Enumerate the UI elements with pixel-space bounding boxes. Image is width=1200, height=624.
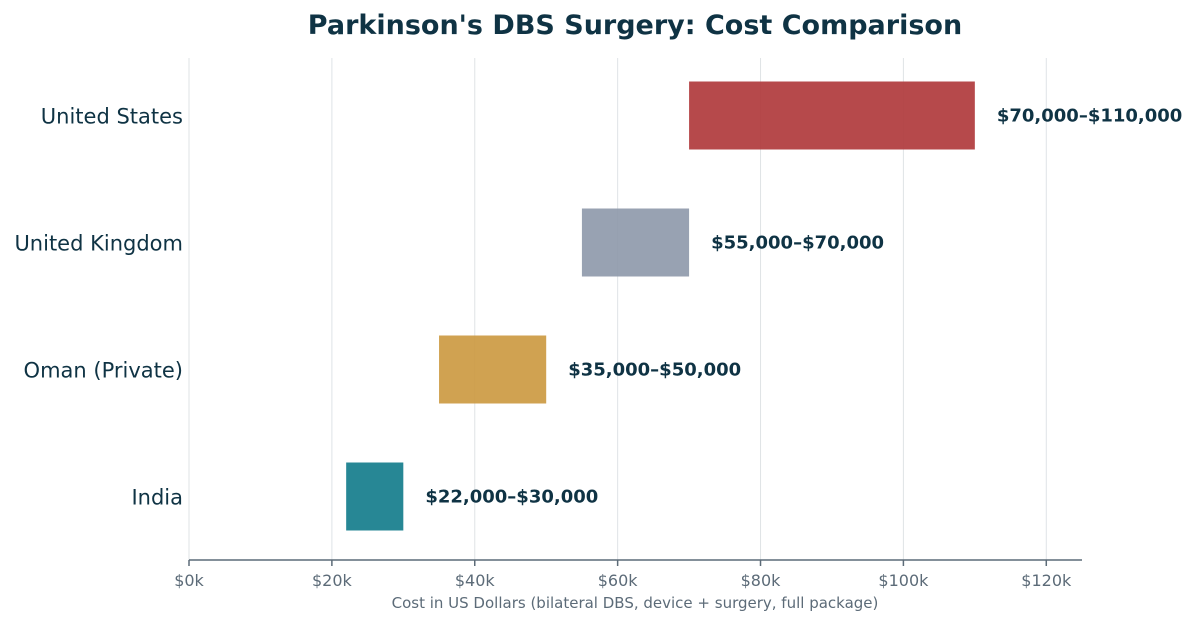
value-labels: $70,000–$110,000 $55,000–$70,000 $35,000–$… [425,106,1182,508]
x-tick-label: $20k [312,571,353,590]
x-axis-title: Cost in US Dollars (bilateral DBS, devic… [392,594,879,612]
x-axis-ticks: $0k $20k $40k $60k $80k $100k $120k [174,560,1072,590]
value-label: $70,000–$110,000 [997,106,1183,127]
category-label: Oman (Private) [24,359,183,383]
value-label: $55,000–$70,000 [711,233,884,254]
x-tick-label: $100k [878,571,929,590]
x-tick-label: $80k [741,571,782,590]
x-tick-label: $0k [174,571,204,590]
value-label: $35,000–$50,000 [568,360,741,381]
category-labels: United States United Kingdom Oman (Private… [14,105,183,510]
range-bar [581,208,690,277]
chart-title: Parkinson's DBS Surgery: Cost Comparison [308,10,962,41]
category-label: United Kingdom [14,232,183,256]
category-label: United States [41,105,183,129]
value-label: $22,000–$30,000 [425,487,598,508]
category-label: India [131,486,183,510]
range-bar [439,335,547,404]
range-bar [346,462,404,531]
x-tick-label: $60k [598,571,639,590]
x-tick-label: $120k [1021,571,1072,590]
x-tick-label: $40k [455,571,496,590]
range-bars [346,81,975,531]
range-bar [689,81,975,150]
